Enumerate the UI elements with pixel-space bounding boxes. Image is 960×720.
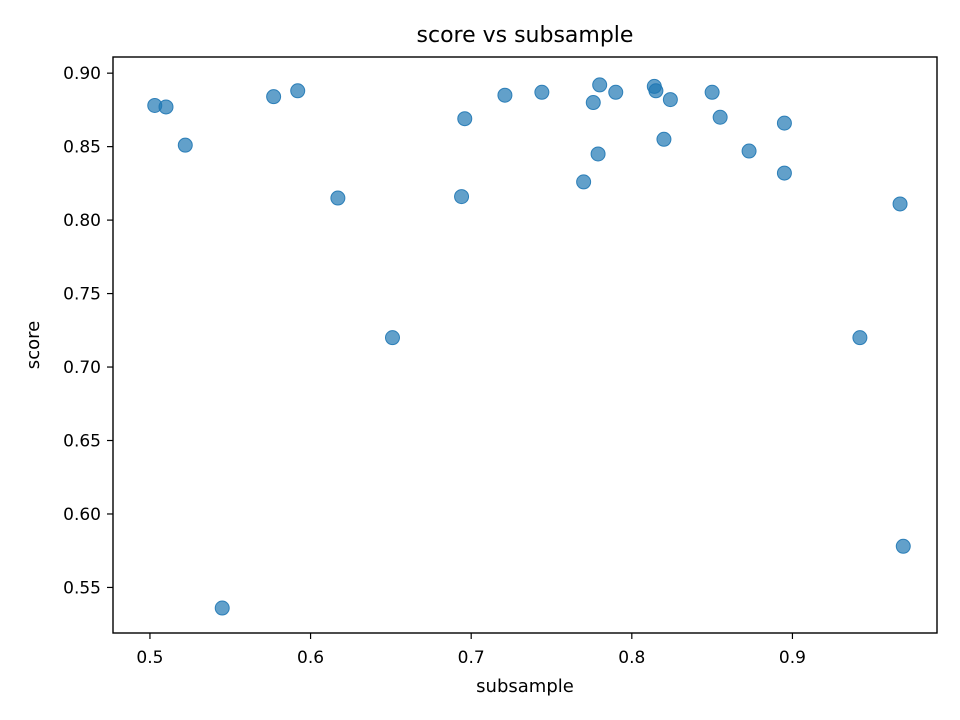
- y-tick-label: 0.70: [63, 358, 101, 378]
- scatter-point: [776, 165, 792, 181]
- scatter-point: [892, 196, 908, 212]
- scatter-point: [158, 99, 174, 115]
- x-tick-label: 0.9: [779, 648, 806, 668]
- y-tick-label: 0.55: [63, 578, 101, 598]
- y-tick-label: 0.60: [63, 505, 101, 525]
- x-axis-label: subsample: [476, 676, 574, 697]
- y-tick-label: 0.65: [63, 432, 101, 452]
- scatter-point: [290, 83, 306, 99]
- y-tick-label: 0.85: [63, 138, 101, 158]
- y-axis-label: score: [23, 321, 44, 369]
- y-tick-label: 0.75: [63, 285, 101, 305]
- x-tick-label: 0.5: [136, 648, 163, 668]
- scatter-point: [214, 600, 230, 616]
- y-tick-label: 0.90: [63, 64, 101, 84]
- scatter-point: [712, 109, 728, 125]
- scatter-point: [266, 89, 282, 105]
- scatter-point: [852, 330, 868, 346]
- scatter-point: [576, 174, 592, 190]
- scatter-point: [662, 92, 678, 108]
- scatter-point: [590, 146, 606, 162]
- x-axis: 0.5 0.6 0.7 0.8 0.9: [136, 633, 806, 668]
- x-tick-label: 0.7: [458, 648, 485, 668]
- x-tick-label: 0.8: [618, 648, 645, 668]
- scatter-point: [330, 190, 346, 206]
- scatter-point: [776, 115, 792, 131]
- x-tick-label: 0.6: [297, 648, 324, 668]
- scatter-point: [608, 84, 624, 100]
- scatter-point: [704, 84, 720, 100]
- scatter-point: [648, 83, 664, 99]
- chart-title: score vs subsample: [417, 23, 634, 48]
- scatter-point: [497, 87, 513, 103]
- scatter-point: [177, 137, 193, 153]
- y-tick-label: 0.80: [63, 211, 101, 231]
- scatter-point: [384, 330, 400, 346]
- scatter-point: [656, 131, 672, 147]
- scatter-point: [585, 95, 601, 111]
- plot-area-frame: [112, 56, 938, 634]
- scatter-point: [592, 77, 608, 93]
- scatter-point: [454, 189, 470, 205]
- y-axis: 0.55 0.60 0.65 0.70 0.75 0.80 0.85 0.90: [63, 64, 113, 598]
- scatter-point: [457, 111, 473, 127]
- scatter-point: [895, 538, 911, 554]
- scatter-point: [534, 84, 550, 100]
- scatter-point: [741, 143, 757, 159]
- data-points: [147, 77, 911, 616]
